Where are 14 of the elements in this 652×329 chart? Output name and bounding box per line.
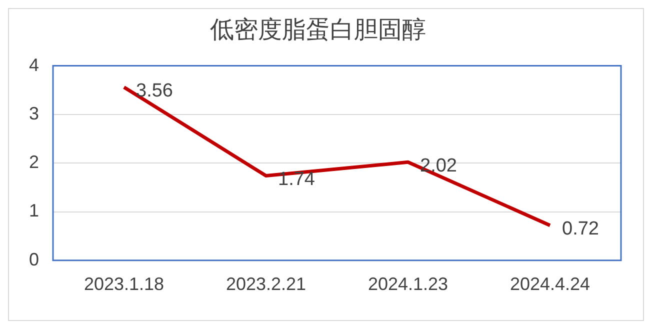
x-tick-label: 2024.4.24 bbox=[510, 274, 590, 294]
data-label: 0.72 bbox=[562, 218, 599, 240]
chart-title: 低密度脂蛋白胆固醇 bbox=[210, 16, 426, 44]
y-tick-label: 4 bbox=[28, 54, 40, 75]
x-tick-label: 2023.2.21 bbox=[226, 274, 306, 294]
x-tick-label: 2024.1.23 bbox=[368, 274, 448, 294]
y-tick-label: 0 bbox=[28, 249, 40, 270]
y-tick-label: 2 bbox=[28, 152, 40, 172]
y-tick-label: 1 bbox=[28, 200, 40, 221]
data-label: 3.56 bbox=[136, 80, 173, 102]
data-label: 1.74 bbox=[278, 168, 316, 190]
data-label: 2.02 bbox=[420, 155, 457, 176]
x-tick-label: 2023.1.18 bbox=[84, 274, 164, 294]
y-tick-label: 3 bbox=[28, 103, 40, 124]
